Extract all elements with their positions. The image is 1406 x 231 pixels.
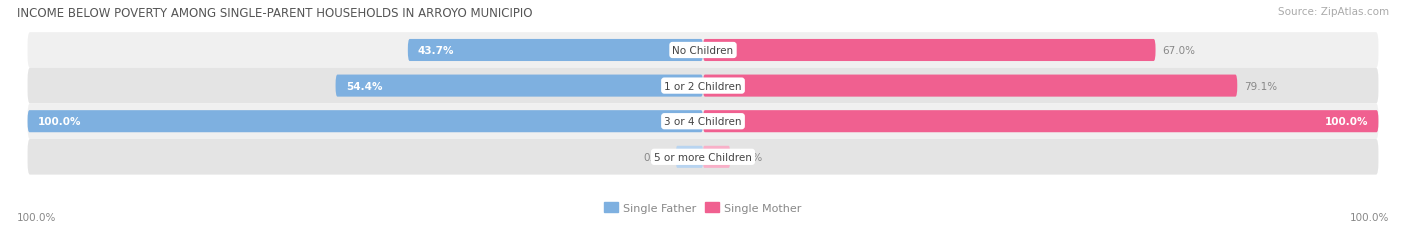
Text: INCOME BELOW POVERTY AMONG SINGLE-PARENT HOUSEHOLDS IN ARROYO MUNICIPIO: INCOME BELOW POVERTY AMONG SINGLE-PARENT… [17, 7, 533, 20]
Text: 43.7%: 43.7% [418, 46, 454, 56]
FancyBboxPatch shape [408, 40, 703, 62]
FancyBboxPatch shape [703, 111, 1378, 133]
Text: 0.0%: 0.0% [643, 152, 669, 162]
FancyBboxPatch shape [703, 146, 730, 168]
FancyBboxPatch shape [28, 111, 703, 133]
FancyBboxPatch shape [28, 33, 1378, 69]
FancyBboxPatch shape [676, 146, 703, 168]
FancyBboxPatch shape [28, 139, 1378, 175]
Text: 100.0%: 100.0% [17, 212, 56, 222]
Text: 67.0%: 67.0% [1163, 46, 1195, 56]
Text: 100.0%: 100.0% [1350, 212, 1389, 222]
FancyBboxPatch shape [28, 69, 1378, 104]
Text: 1 or 2 Children: 1 or 2 Children [664, 81, 742, 91]
Text: No Children: No Children [672, 46, 734, 56]
Text: 100.0%: 100.0% [1324, 117, 1368, 127]
Text: 3 or 4 Children: 3 or 4 Children [664, 117, 742, 127]
Text: 54.4%: 54.4% [346, 81, 382, 91]
FancyBboxPatch shape [703, 40, 1156, 62]
FancyBboxPatch shape [336, 75, 703, 97]
FancyBboxPatch shape [703, 75, 1237, 97]
Text: Source: ZipAtlas.com: Source: ZipAtlas.com [1278, 7, 1389, 17]
Text: 5 or more Children: 5 or more Children [654, 152, 752, 162]
Text: 0.0%: 0.0% [737, 152, 763, 162]
Legend: Single Father, Single Mother: Single Father, Single Mother [600, 198, 806, 217]
Text: 79.1%: 79.1% [1244, 81, 1277, 91]
FancyBboxPatch shape [28, 104, 1378, 139]
Text: 100.0%: 100.0% [38, 117, 82, 127]
